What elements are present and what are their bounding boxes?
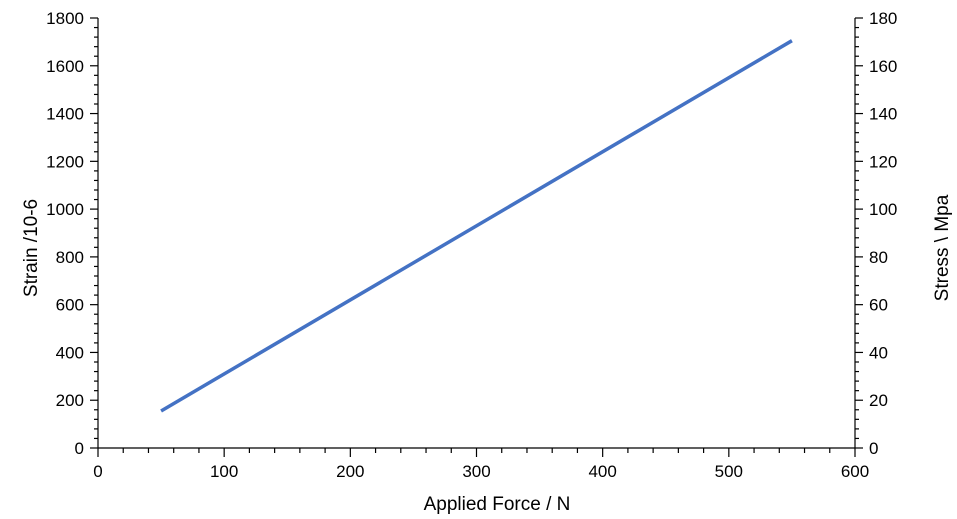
series-line-0	[160, 39, 793, 413]
y-left-tick-label: 1200	[46, 152, 84, 171]
x-tick-label: 500	[715, 462, 743, 481]
tick-labels: 0 100 200 300 400 500 600020040060080010001200…	[46, 9, 897, 481]
y-right-tick-label: 20	[869, 391, 888, 410]
x-tick-label: 200	[336, 462, 364, 481]
y-right-tick-label: 140	[869, 105, 897, 124]
x-tick-label: 400	[588, 462, 616, 481]
y-right-tick-label: 0	[869, 439, 878, 458]
y-left-tick-label: 400	[56, 343, 84, 362]
axes	[97, 18, 856, 449]
ticks	[90, 17, 863, 457]
y-left-tick-label: 0	[75, 439, 84, 458]
y-left-tick-label: 1000	[46, 200, 84, 219]
y-right-tick-label: 160	[869, 57, 897, 76]
x-tick-label: 0	[93, 462, 102, 481]
x-axis-title: Applied Force / N	[424, 494, 571, 515]
y-axis-right-title: Stress \ Mpa	[932, 194, 953, 301]
y-right-tick-label: 80	[869, 248, 888, 267]
y-axis-left-title: Strain /10-6	[21, 199, 42, 297]
y-right-tick-label: 180	[869, 9, 897, 28]
y-left-tick-label: 800	[56, 248, 84, 267]
y-left-tick-label: 200	[56, 391, 84, 410]
x-tick-label: 600	[841, 462, 869, 481]
y-right-tick-label: 120	[869, 152, 897, 171]
x-tick-label: 300	[462, 462, 490, 481]
y-right-tick-label: 40	[869, 343, 888, 362]
y-right-tick-label: 60	[869, 296, 888, 315]
y-left-tick-label: 1600	[46, 57, 84, 76]
y-left-tick-label: 1800	[46, 9, 84, 28]
y-left-tick-label: 600	[56, 296, 84, 315]
y-right-tick-label: 100	[869, 200, 897, 219]
series-layer	[160, 39, 793, 413]
y-left-tick-label: 1400	[46, 105, 84, 124]
x-tick-label: 100	[210, 462, 238, 481]
